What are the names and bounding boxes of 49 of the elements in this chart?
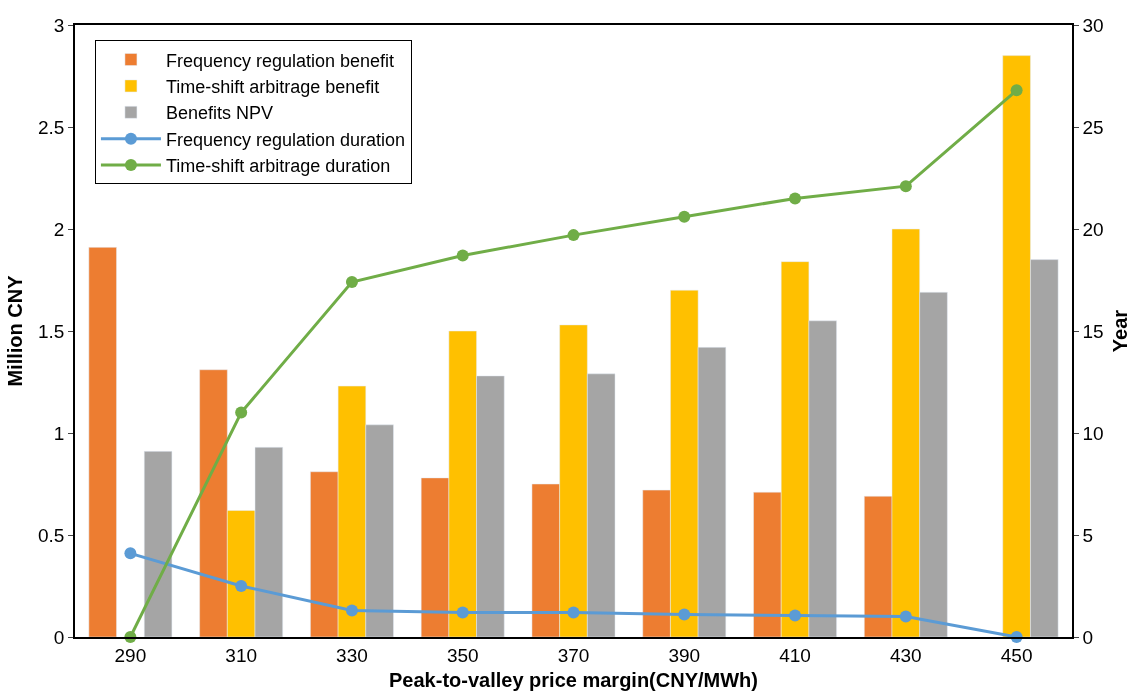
point bbox=[899, 610, 912, 623]
y-tick-label: 1 bbox=[53, 422, 65, 444]
bar bbox=[143, 451, 173, 637]
point bbox=[678, 608, 691, 621]
point bbox=[899, 180, 912, 193]
point bbox=[345, 604, 358, 617]
point bbox=[678, 210, 691, 223]
y-tick-label: 0 bbox=[53, 626, 65, 648]
legend-label: Frequency regulation duration bbox=[165, 129, 406, 150]
x-tick-label: 290 bbox=[114, 644, 147, 666]
legend-label: Time-shift arbitrage benefit bbox=[165, 76, 380, 97]
x-tick-label: 370 bbox=[557, 644, 590, 666]
point bbox=[456, 606, 469, 619]
point bbox=[1010, 84, 1023, 97]
x-tick-label: 450 bbox=[1000, 644, 1033, 666]
point bbox=[345, 276, 358, 289]
point bbox=[456, 249, 469, 262]
x-tick-label: 330 bbox=[336, 644, 368, 666]
x-tick-label: 390 bbox=[668, 644, 701, 666]
y2-tick-label: 15 bbox=[1082, 320, 1104, 342]
x-tick-label: 310 bbox=[225, 644, 258, 666]
y2-tick-label: 10 bbox=[1082, 422, 1104, 444]
y2-tick-label: 0 bbox=[1082, 626, 1094, 648]
y-tick-label: 1.5 bbox=[38, 320, 65, 342]
x-tick-label: 410 bbox=[779, 644, 811, 666]
point bbox=[789, 609, 802, 622]
point bbox=[567, 229, 580, 242]
x-tick-label: 430 bbox=[889, 644, 922, 666]
point bbox=[235, 406, 248, 419]
y2-tick-label: 5 bbox=[1082, 524, 1094, 546]
legend-label: Benefits NPV bbox=[165, 103, 273, 124]
y2-tick-label: 30 bbox=[1082, 14, 1104, 36]
legend-label: Time-shift arbitrage duration bbox=[165, 156, 391, 177]
y2-tick-label: 20 bbox=[1082, 218, 1104, 240]
bar bbox=[88, 247, 117, 637]
point bbox=[235, 580, 248, 592]
legend-label: Frequency regulation benefit bbox=[165, 50, 395, 71]
y2-tick-label: 25 bbox=[1082, 116, 1104, 138]
y-tick-label: 2 bbox=[53, 218, 65, 240]
y-tick-label: 0.5 bbox=[38, 524, 65, 546]
x-axis-title: Peak-to-valley price margin(CNY/MWh) bbox=[389, 668, 758, 691]
x-tick-label: 350 bbox=[446, 644, 479, 666]
point bbox=[124, 547, 137, 560]
y-tick-label: 3 bbox=[53, 14, 65, 36]
y-tick-label: 2.5 bbox=[38, 116, 65, 138]
y2-axis-title: Year bbox=[1108, 309, 1131, 353]
y-axis-title: Million CNY bbox=[4, 274, 27, 387]
point bbox=[567, 606, 580, 619]
point bbox=[789, 192, 802, 205]
